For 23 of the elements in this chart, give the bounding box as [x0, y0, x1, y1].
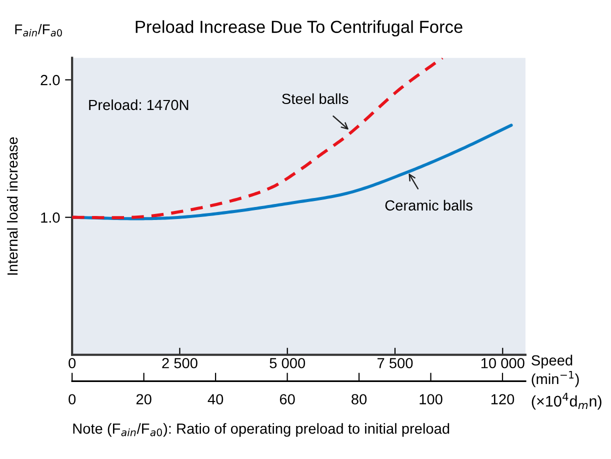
y-tick-label: 1.0	[41, 212, 60, 223]
chart-title: Preload Increase Due To Centrifugal Force	[136, 20, 462, 36]
annotation: Ceramic balls	[385, 200, 472, 211]
x-tick-label: 10 000	[481, 358, 524, 368]
x2-tick-label: 40	[208, 394, 224, 404]
y-tick-label: 2.0	[40, 74, 60, 86]
x2-tick-label: 100	[420, 394, 442, 404]
x2-tick-label: 0	[68, 394, 76, 404]
x2-tick-label: 80	[352, 394, 367, 404]
text: Note (F$_{ain}$/F$_{a0}$): Ratio of operating preload to initial preload	[73, 423, 450, 437]
x-tick-label: 7 500	[378, 358, 413, 368]
x-tick-label: 0	[68, 358, 76, 368]
x2-tick-label: 120	[491, 394, 514, 404]
text: F$_{ain}$/F$_{a0}$	[15, 24, 62, 37]
x-tick-label: 5 000	[270, 358, 306, 368]
y-axis-title: Internal load increase	[6, 137, 18, 275]
annotation: Steel balls	[282, 93, 348, 104]
x2-tick-label: 20	[136, 394, 152, 404]
x-tick-label: 2 500	[162, 358, 198, 368]
x-axis-title: Speed (min$^{−1}$)	[532, 354, 579, 388]
annotation: Preload: 1470N	[89, 99, 188, 110]
x2-axis-title: (×10$^{4}$d$_{m}$n)	[532, 392, 602, 410]
x2-tick-label: 60	[280, 394, 295, 404]
